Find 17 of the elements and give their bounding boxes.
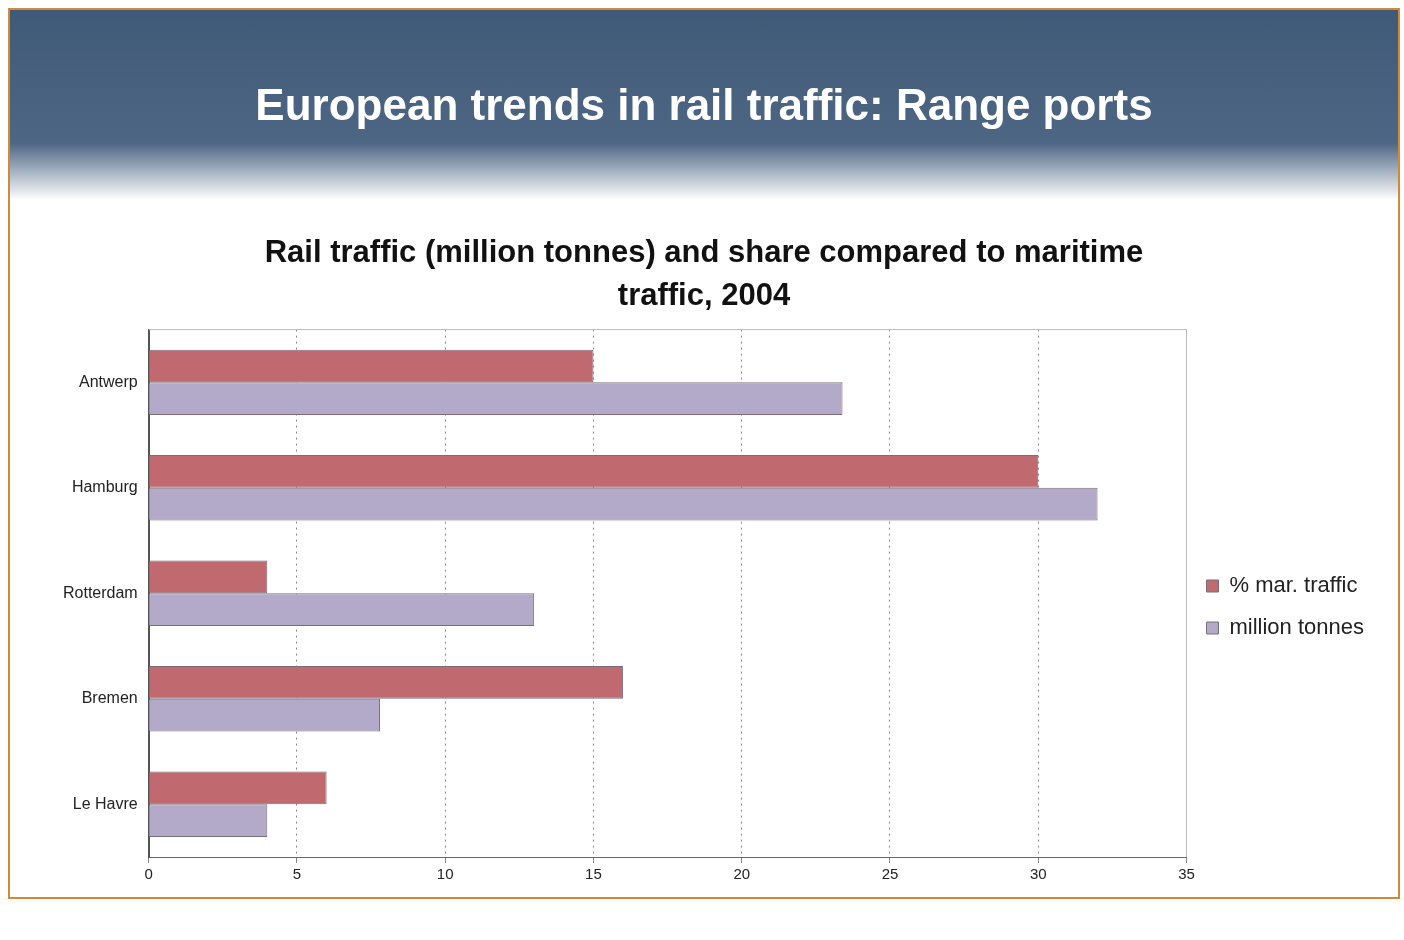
x-tick-label: 5 [292,864,302,882]
y-tick-label: Antwerp [78,372,138,390]
x-tick-label: 30 [1029,864,1047,882]
legend-label: % mar. traffic [1229,571,1358,597]
y-tick-label: Hamburg [71,478,138,496]
y-tick-label: Rotterdam [62,583,138,601]
x-tick-label: 20 [733,864,751,882]
x-tick-label: 0 [144,864,153,882]
y-tick-label: Bremen [81,688,138,706]
x-tick-label: 15 [585,864,602,882]
x-tick-label: 25 [881,864,899,882]
legend-label: million tonnes [1229,613,1364,639]
chart-subtitle: Rail traffic (million tonnes) and share compared to maritime traffic, 2004 [263,233,1145,315]
x-tick-label: 10 [436,864,454,882]
x-tick-label: 35 [1178,864,1195,882]
chart-title: European trends in rail traffic: Range ports [255,80,1153,130]
y-tick-label: Le Havre [72,794,138,812]
